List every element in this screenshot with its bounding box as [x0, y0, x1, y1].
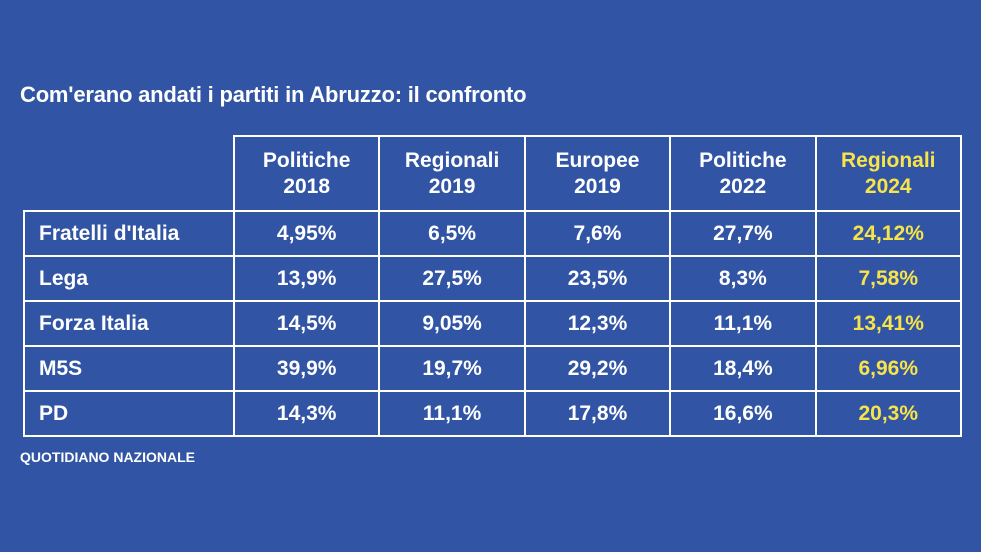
- value-cell: 12,3%: [523, 300, 672, 347]
- value-cell: 4,95%: [232, 210, 381, 257]
- value-cell: 14,3%: [232, 390, 381, 437]
- column-header-europee-2019: Europee 2019: [523, 135, 672, 212]
- value-cell: 17,8%: [523, 390, 672, 437]
- party-label: M5S: [23, 345, 235, 392]
- value-cell: 19,7%: [378, 345, 526, 392]
- value-cell: 18,4%: [669, 345, 817, 392]
- value-cell: 14,5%: [232, 300, 381, 347]
- party-label: Forza Italia: [23, 300, 235, 347]
- value-cell: 23,5%: [523, 255, 672, 302]
- table-row-pd: PD 14,3% 11,1% 17,8% 16,6% 20,3%: [23, 390, 962, 437]
- value-cell: 9,05%: [378, 300, 526, 347]
- table-row-m5s: M5S 39,9% 19,7% 29,2% 18,4% 6,96%: [23, 345, 962, 392]
- value-cell: 16,6%: [669, 390, 817, 437]
- value-cell: 11,1%: [669, 300, 817, 347]
- table-header-row: Politiche 2018 Regionali 2019 Europee 2019 …: [24, 135, 962, 212]
- column-header-regionali-2024: Regionali 2024: [814, 135, 962, 212]
- value-cell: 11,1%: [378, 390, 526, 437]
- value-cell-highlight: 7,58%: [814, 255, 962, 302]
- value-cell: 13,9%: [232, 255, 381, 302]
- value-cell: 27,5%: [378, 255, 526, 302]
- value-cell: 27,7%: [669, 210, 817, 257]
- value-cell: 6,5%: [378, 210, 526, 257]
- table-corner-cell: [24, 136, 235, 212]
- source-credit: QUOTIDIANO NAZIONALE: [20, 449, 195, 465]
- column-header-politiche-2022: Politiche 2022: [669, 135, 817, 212]
- value-cell: 8,3%: [669, 255, 817, 302]
- table-row-fratelli-d-italia: Fratelli d'Italia 4,95% 6,5% 7,6% 27,7% …: [23, 210, 962, 257]
- column-header-politiche-2018: Politiche 2018: [232, 135, 381, 212]
- value-cell-highlight: 6,96%: [814, 345, 962, 392]
- value-cell-highlight: 13,41%: [814, 300, 962, 347]
- value-cell-highlight: 24,12%: [814, 210, 962, 257]
- table-row-lega: Lega 13,9% 27,5% 23,5% 8,3% 7,58%: [23, 255, 962, 302]
- table-row-forza-italia: Forza Italia 14,5% 9,05% 12,3% 11,1% 13,…: [23, 300, 962, 347]
- results-table: Politiche 2018 Regionali 2019 Europee 2019 …: [23, 135, 962, 437]
- value-cell: 7,6%: [523, 210, 672, 257]
- party-label: Fratelli d'Italia: [23, 210, 235, 257]
- party-label: PD: [23, 390, 235, 437]
- party-label: Lega: [23, 255, 235, 302]
- value-cell-highlight: 20,3%: [814, 390, 962, 437]
- value-cell: 29,2%: [523, 345, 672, 392]
- column-header-regionali-2019: Regionali 2019: [378, 135, 526, 212]
- value-cell: 39,9%: [232, 345, 381, 392]
- chart-title: Com'erano andati i partiti in Abruzzo: i…: [20, 82, 527, 107]
